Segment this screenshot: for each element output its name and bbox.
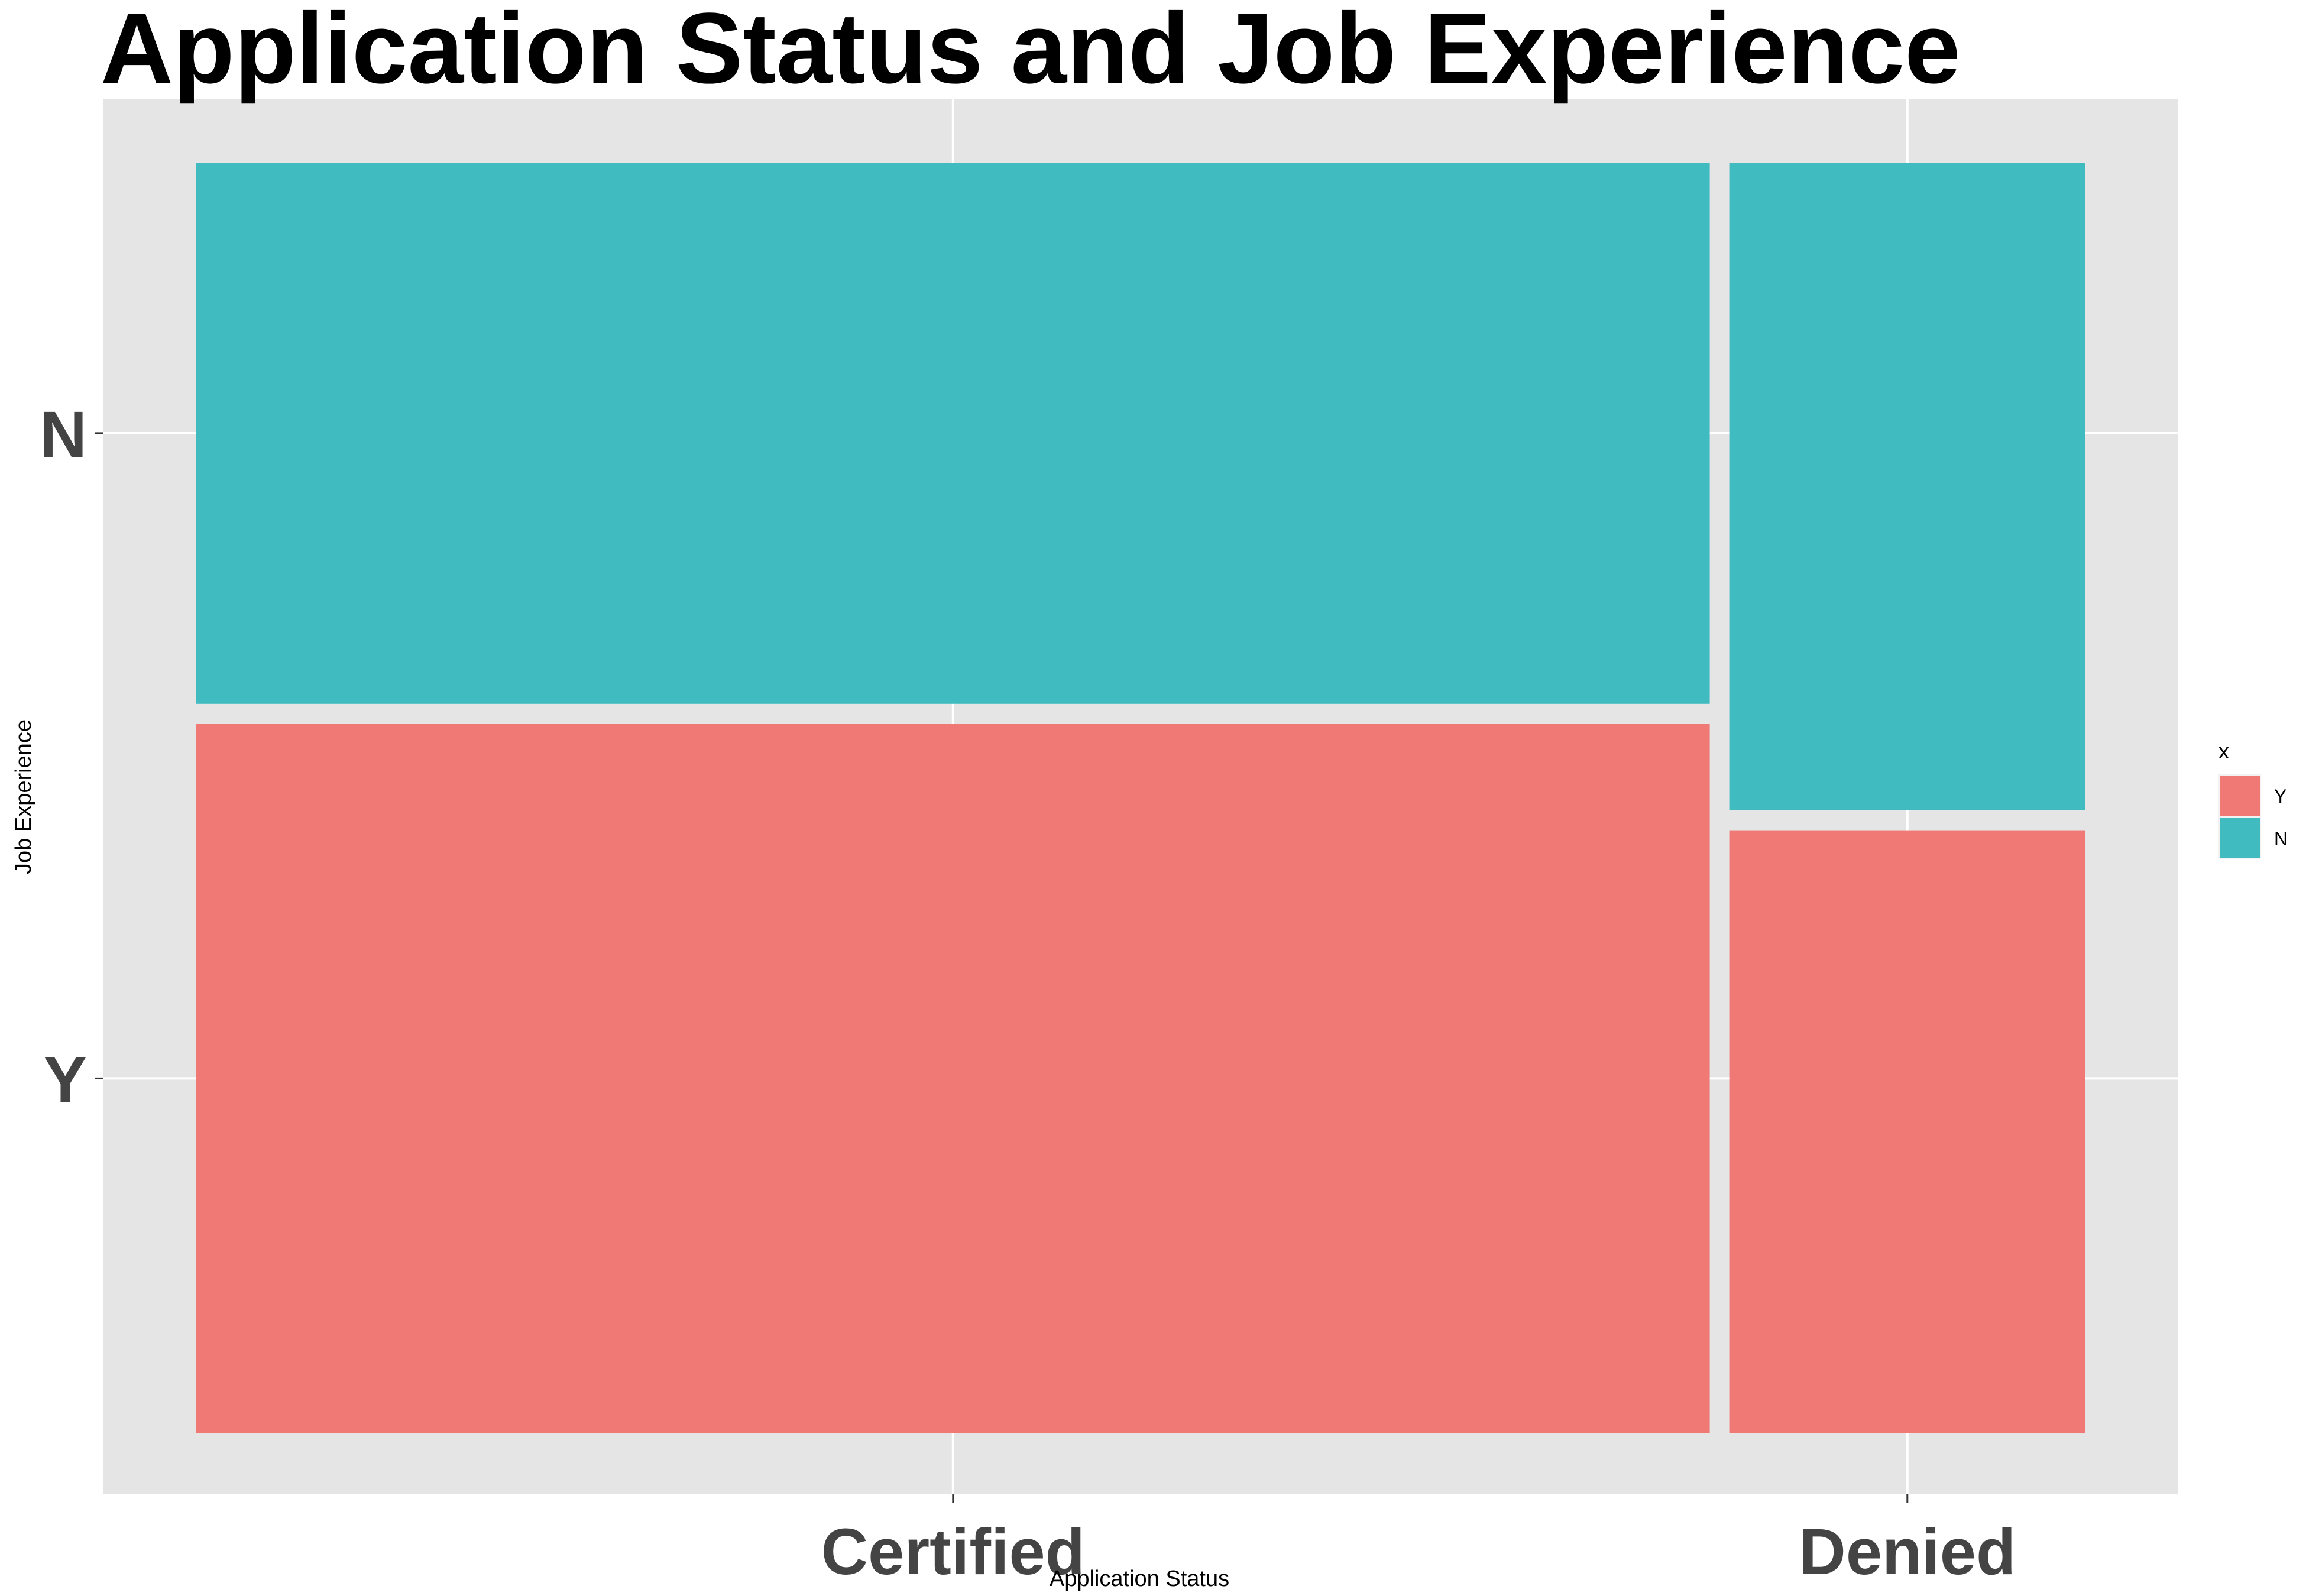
y-tick-label: N <box>40 398 87 471</box>
legend-title: x <box>2218 739 2229 763</box>
legend: x YN <box>2218 739 2288 859</box>
x-tick-label: Certified <box>821 1516 1085 1588</box>
legend-label-n: N <box>2274 828 2288 849</box>
chart-title: Application Status and Job Experience <box>101 0 1961 105</box>
legend-label-y: Y <box>2274 786 2286 807</box>
tile-certified-y <box>196 724 1710 1433</box>
y-tick-label: Y <box>44 1043 87 1116</box>
legend-swatch-y <box>2220 776 2260 816</box>
x-axis-ticks: Certified Denied <box>821 1494 2016 1588</box>
legend-entries: YN <box>2218 774 2288 859</box>
tile-denied-n <box>1730 163 2085 810</box>
tile-denied-y <box>1730 830 2085 1433</box>
tile-certified-n <box>196 163 1710 704</box>
y-axis-ticks: YN <box>40 398 103 1116</box>
mosaic-tiles <box>196 163 2085 1433</box>
legend-swatch-n <box>2220 818 2260 858</box>
x-axis-label: Application Status <box>1050 1566 1229 1591</box>
x-tick-label: Denied <box>1799 1516 2016 1588</box>
y-axis-label: Job Experience <box>11 719 36 874</box>
